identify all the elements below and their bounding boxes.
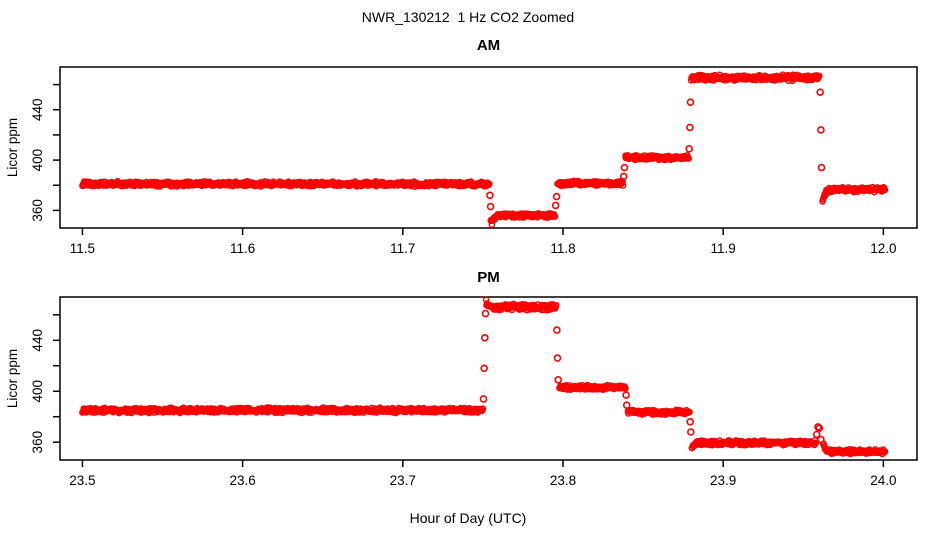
figure-title: NWR_130212 1 Hz CO2 Zoomed bbox=[361, 9, 575, 25]
transition-data-point bbox=[480, 364, 489, 373]
data-point bbox=[622, 385, 629, 393]
transition-data-point bbox=[619, 172, 628, 181]
x-axis-label: Hour of Day (UTC) bbox=[409, 510, 527, 526]
transition-data-point bbox=[816, 88, 825, 96]
am-y-tick-label: 400 bbox=[30, 149, 45, 172]
transition-data-point bbox=[815, 424, 824, 433]
data-point bbox=[684, 151, 691, 159]
transition-data-point bbox=[812, 430, 821, 439]
transition-data-point bbox=[486, 191, 494, 200]
panel-pm: 23.5 23.6 23.7 23.8 23.9 24.0 360 400 440 Licor p… bbox=[5, 296, 918, 488]
pm-x-tick-label: 23.8 bbox=[550, 473, 576, 488]
data-point bbox=[812, 439, 820, 447]
am-x-tick-label: 11.6 bbox=[230, 241, 255, 256]
transition-data-point bbox=[814, 423, 822, 431]
transition-data-point bbox=[480, 333, 489, 342]
am-plot-box bbox=[59, 66, 918, 229]
data-point bbox=[816, 72, 823, 80]
am-x-tick-label: 11.5 bbox=[70, 241, 95, 256]
am-x-tick-label: 11.9 bbox=[711, 241, 736, 256]
transition-data-point bbox=[685, 145, 694, 153]
data-point bbox=[553, 301, 560, 309]
transition-data-point bbox=[486, 202, 495, 211]
am-y-tick-label: 440 bbox=[30, 99, 45, 122]
transition-data-point bbox=[622, 391, 630, 399]
am-x-tick-label: 11.7 bbox=[390, 241, 415, 256]
data-point bbox=[881, 186, 889, 194]
pm-x-tick-label: 23.7 bbox=[390, 473, 416, 488]
am-x-tick-label: 11.8 bbox=[550, 241, 575, 256]
transition-data-point bbox=[481, 309, 490, 318]
transition-data-point bbox=[554, 375, 563, 384]
transition-data-point bbox=[622, 401, 631, 410]
data-point bbox=[479, 405, 487, 412]
transition-data-point bbox=[620, 163, 629, 172]
am-panel-title: AM bbox=[476, 37, 501, 54]
data-point bbox=[881, 448, 889, 455]
data-point bbox=[686, 408, 693, 416]
transition-data-point bbox=[686, 123, 694, 132]
data-point bbox=[485, 180, 493, 188]
pm-y-tick-label: 440 bbox=[30, 329, 45, 352]
transition-data-point bbox=[487, 216, 496, 225]
transition-data-point bbox=[686, 98, 695, 106]
transition-data-point bbox=[553, 354, 562, 362]
transition-data-point bbox=[479, 395, 488, 403]
pm-axes: 23.5 23.6 23.7 23.8 23.9 24.0 360 400 440 Licor p… bbox=[5, 296, 918, 488]
transition-data-point bbox=[817, 435, 825, 444]
pm-x-tick-label: 24.0 bbox=[870, 473, 896, 488]
transition-data-point bbox=[817, 126, 825, 134]
pm-y-tick-label: 400 bbox=[30, 380, 45, 403]
data-point bbox=[685, 155, 693, 162]
pm-x-tick-label: 23.9 bbox=[710, 473, 736, 488]
data-point bbox=[551, 213, 559, 220]
am-y-axis-label: Licor ppm bbox=[5, 118, 20, 177]
pm-scatter-points bbox=[79, 296, 889, 458]
transition-data-point bbox=[686, 417, 695, 426]
transition-data-point bbox=[553, 326, 561, 334]
transition-data-point bbox=[551, 201, 560, 210]
am-x-tick-label: 12.0 bbox=[870, 241, 896, 256]
am-y-tick-label: 360 bbox=[30, 199, 45, 222]
am-scatter-points bbox=[79, 71, 889, 228]
pm-y-tick-label: 360 bbox=[30, 431, 45, 454]
pm-plot-box bbox=[59, 296, 918, 461]
data-point bbox=[619, 182, 627, 189]
pm-y-axis-label: Licor ppm bbox=[5, 349, 20, 408]
transition-data-point bbox=[686, 428, 695, 436]
pm-x-tick-label: 23.5 bbox=[69, 473, 95, 488]
transition-data-point bbox=[552, 192, 561, 201]
pm-panel-title: PM bbox=[477, 269, 500, 286]
pm-x-tick-label: 23.6 bbox=[229, 473, 255, 488]
am-axes: 11.5 11.6 11.7 11.8 11.9 12.0 360 400 440 Licor p… bbox=[5, 66, 918, 256]
panel-am: 11.5 11.6 11.7 11.8 11.9 12.0 360 400 440 Licor p… bbox=[5, 66, 918, 256]
transition-data-point bbox=[817, 163, 826, 172]
